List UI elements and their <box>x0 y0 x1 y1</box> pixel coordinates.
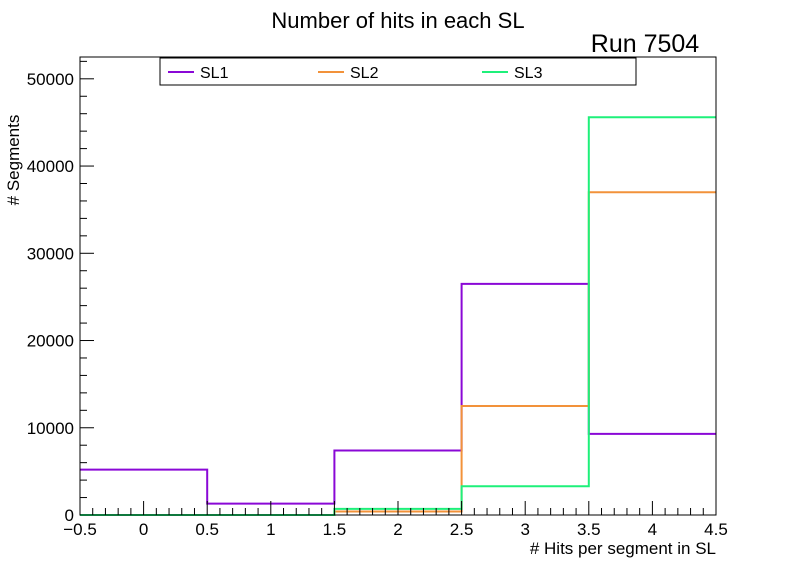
series-sl1-line <box>80 282 716 505</box>
x-tick-label: 0.5 <box>195 520 219 539</box>
x-tick-label: 2 <box>393 520 402 539</box>
legend-label-sl1: SL1 <box>200 65 229 82</box>
y-tick-label: 40000 <box>27 157 74 176</box>
x-tick-label: 3.5 <box>577 520 601 539</box>
legend: SL1 SL2 SL3 <box>159 57 637 86</box>
legend-label-sl2: SL2 <box>350 65 379 82</box>
x-tick-label: −0.5 <box>63 520 97 539</box>
plot-frame <box>79 56 717 516</box>
series-layer <box>80 116 716 516</box>
run-label: Run 7504 <box>591 30 700 58</box>
y-tick-label: 50000 <box>27 70 74 89</box>
series-sl2-line <box>80 191 716 516</box>
x-tick-label: 4 <box>648 520 657 539</box>
y-tick-label: 30000 <box>27 244 74 263</box>
x-tick-label: 4.5 <box>704 520 728 539</box>
y-axis-label: # Segments <box>4 115 23 206</box>
x-tick-label: 2.5 <box>450 520 474 539</box>
series-sl3-line <box>80 116 716 516</box>
y-tick-label: 10000 <box>27 419 74 438</box>
y-axis: 0 10000 20000 30000 40000 50000 <box>27 60 94 525</box>
legend-label-sl3: SL3 <box>514 65 543 82</box>
x-tick-label: 3 <box>520 520 529 539</box>
legend-box <box>159 57 637 86</box>
x-tick-label: 1.5 <box>323 520 347 539</box>
x-tick-label: 0 <box>139 520 148 539</box>
y-tick-label: 0 <box>65 506 74 525</box>
x-axis: −0.5 0 0.5 1 1.5 2 2.5 3 3.5 4 4.5 <box>63 501 728 539</box>
y-tick-label: 20000 <box>27 332 74 351</box>
x-axis-label: # Hits per segment in SL <box>530 539 716 558</box>
x-tick-label: 1 <box>266 520 275 539</box>
chart-title: Number of hits in each SL <box>271 8 524 33</box>
